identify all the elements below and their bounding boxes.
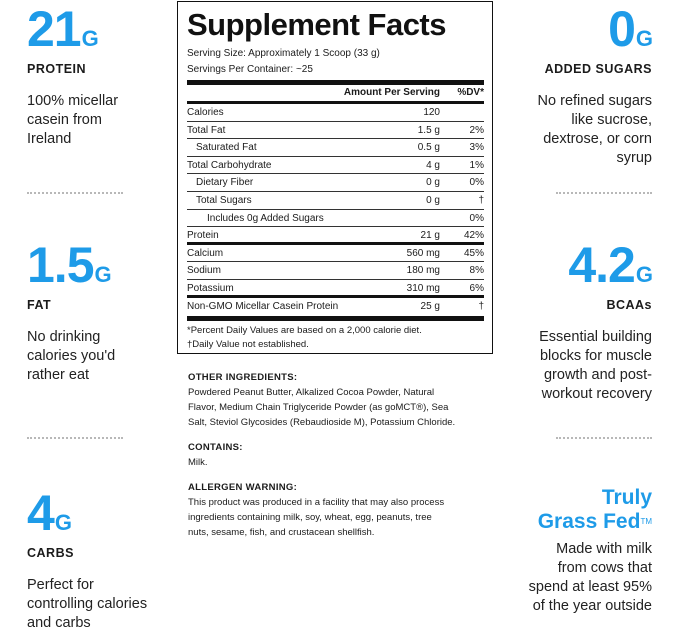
protein-stat: 21G PROTEIN 100% micellar casein from Ir… [27,4,177,149]
grass-fed-description: Made with milk from cows that spend at l… [528,541,652,614]
other-ingredients-text: Powdered Peanut Butter, Alkalized Cocoa … [188,387,456,428]
carbs-amount: 4G [27,485,72,541]
protein-description: 100% micellar casein from Ireland [27,93,119,147]
added-sugars-amount: 0G [608,1,653,57]
fat-description: No drinking calories you'd rather eat [27,329,116,383]
other-ingredients: OTHER INGREDIENTS: Powdered Peanut Butte… [188,371,498,430]
bcaa-amount: 4.2G [568,237,653,293]
fat-label: FAT [27,298,52,312]
fat-stat: 1.5G FAT No drinking calories you'd rath… [27,240,177,385]
supplement-facts-title: Supplement Facts [187,7,447,42]
bcaa-description: Essential building blocks for muscle gro… [539,329,652,402]
facts-row: Dietary Fiber 0 g 0% [187,174,484,192]
added-sugars-description: No refined sugars like sucrose, dextrose… [537,93,652,166]
divider-medium [187,101,484,104]
servings-per-container: Servings Per Container: ~25 [187,64,313,75]
dv-header: %DV* [457,87,484,98]
added-sugars-label: ADDED SUGARS [544,62,652,76]
facts-row: Total Sugars 0 g † [187,192,484,210]
facts-header: Amount Per Serving %DV* [187,85,484,101]
added-sugars-stat: 0G ADDED SUGARS No refined sugars like s… [502,1,653,168]
dotted-divider [556,192,652,194]
facts-row: Includes 0g Added Sugars 0% [187,210,484,228]
facts-row: Non-GMO Micellar Casein Protein 25 g † [187,300,484,312]
facts-row: Saturated Fat 0.5 g 3% [187,139,484,157]
other-ingredients-heading: OTHER INGREDIENTS: [188,372,298,383]
grass-fed-stat: Truly Grass FedTM Made with milk from co… [502,486,652,616]
contains-heading: CONTAINS: [188,442,243,453]
dotted-divider [556,437,652,439]
bcaa-label: BCAAs [606,298,652,312]
carbs-stat: 4G CARBS Perfect for controlling calorie… [27,488,197,633]
bcaa-stat: 4.2G BCAAs Essential building blocks for… [502,237,653,404]
allergen-heading: ALLERGEN WARNING: [188,482,298,493]
contains-text: Milk. [188,457,208,468]
facts-row: Potassium 310 mg 6% [187,280,484,298]
protein-label: PROTEIN [27,62,87,76]
facts-row: Total Carbohydrate 4 g 1% [187,157,484,175]
fat-amount: 1.5G [27,237,112,293]
facts-row: Calcium 560 mg 45% [187,245,484,263]
carbs-label: CARBS [27,546,74,560]
protein-amount: 21G [27,1,99,57]
dotted-divider [27,437,123,439]
carbs-description: Perfect for controlling calories and car… [27,577,148,631]
divider-thick [187,80,484,85]
grass-fed-title: Truly Grass FedTM [537,486,652,533]
facts-row: Protein 21 g 42% [187,227,484,245]
supplement-facts-panel: Supplement Facts Serving Size: Approxima… [177,1,493,354]
facts-footnotes: *Percent Daily Values are based on a 2,0… [187,325,422,351]
facts-row: Calories 120 [187,104,484,122]
allergen-warning: ALLERGEN WARNING: This product was produ… [188,481,498,540]
allergen-text: This product was produced in a facility … [188,497,445,538]
facts-row: Sodium 180 mg 8% [187,262,484,280]
facts-row: Total Fat 1.5 g 2% [187,122,484,140]
amount-per-serving-header: Amount Per Serving [343,87,440,98]
divider-thick [187,316,484,322]
dotted-divider [27,192,123,194]
trademark-mark: TM [640,517,652,526]
contains-section: CONTAINS: Milk. [188,441,498,470]
serving-size: Serving Size: Approximately 1 Scoop (33 … [187,48,380,59]
